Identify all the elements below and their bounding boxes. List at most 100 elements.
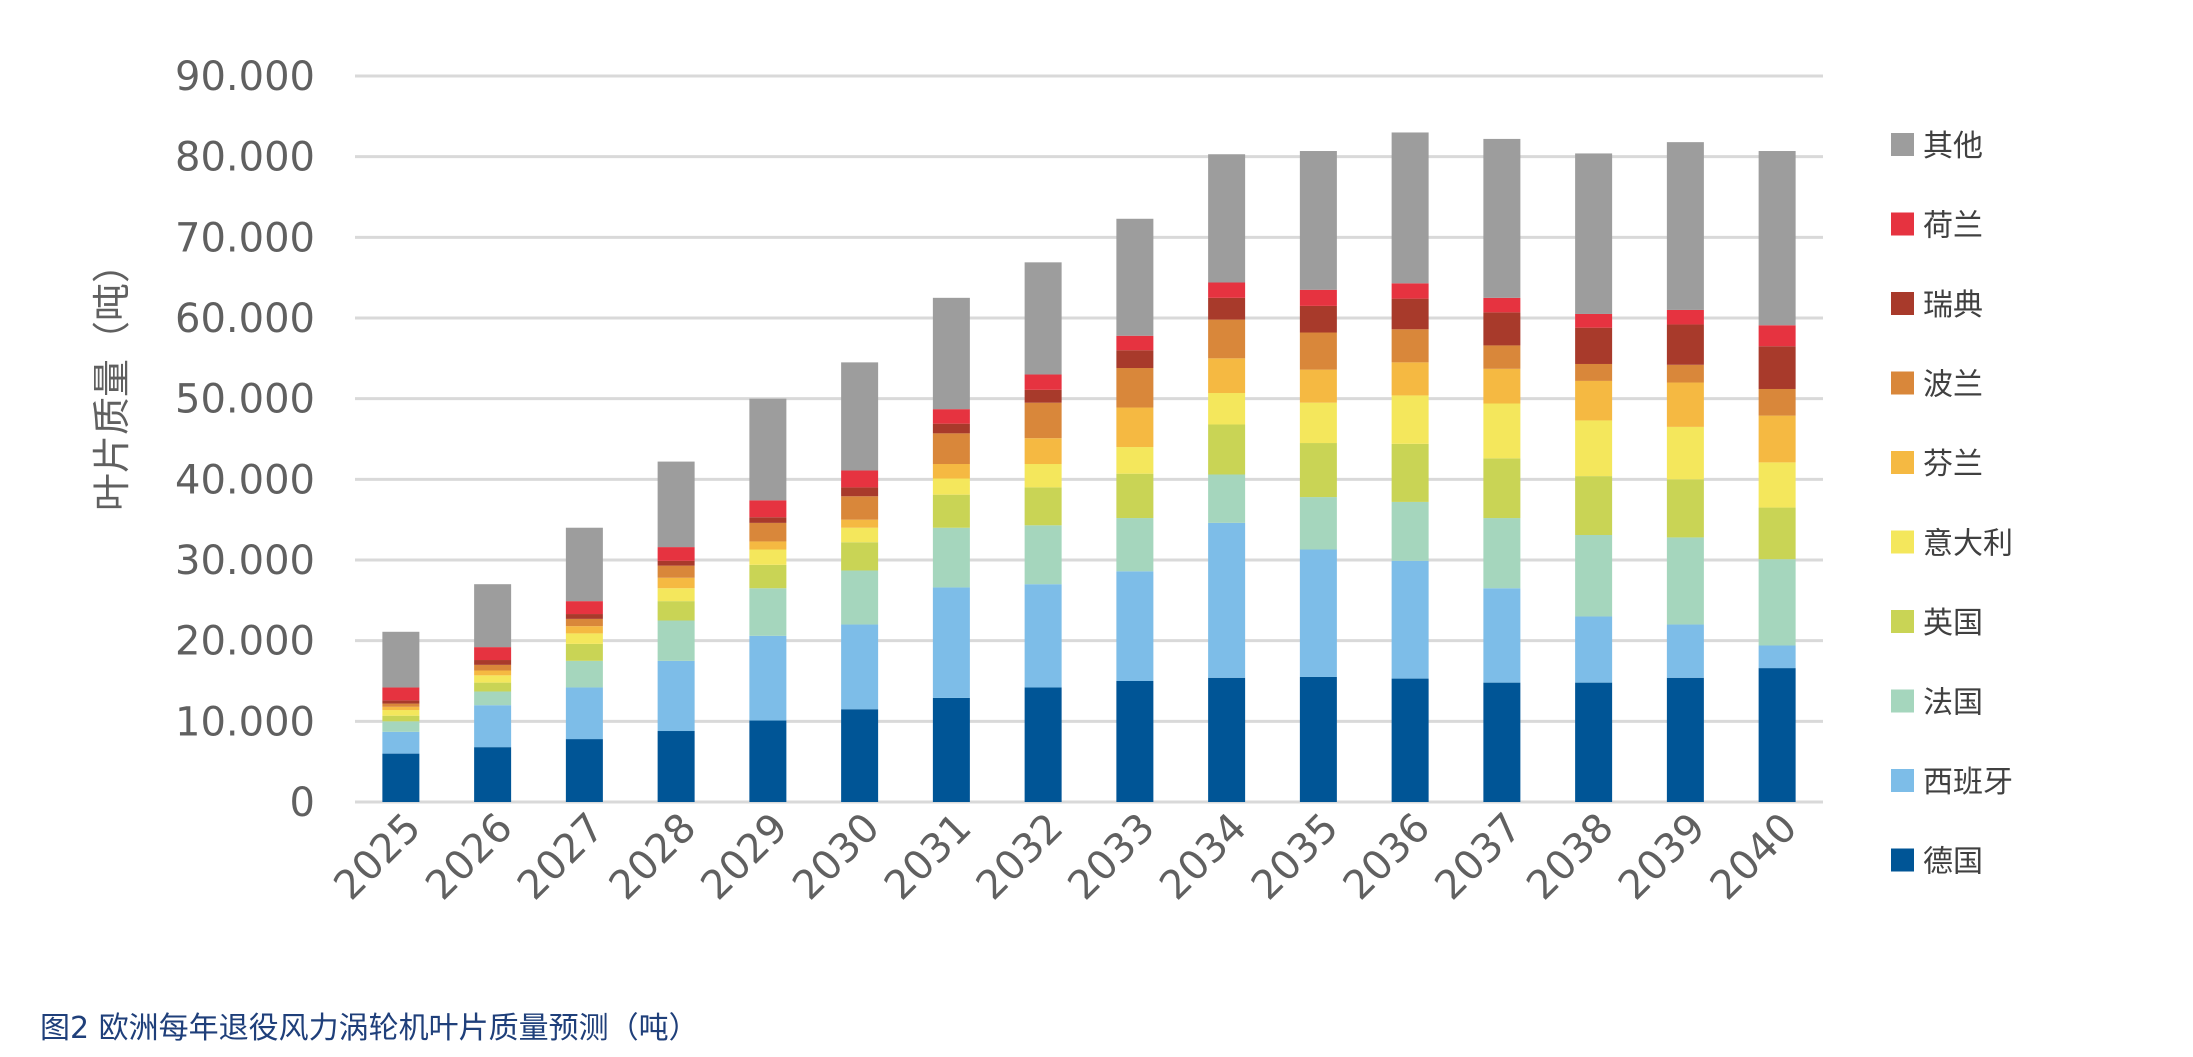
- bar-segment: [1575, 420, 1613, 477]
- bar-segment: [1666, 677, 1704, 802]
- x-tick-label: 2035: [1243, 805, 1348, 910]
- bar-segment: [1575, 153, 1613, 314]
- bar-segment: [1116, 218, 1154, 336]
- y-tick-label: 80.000: [175, 135, 315, 181]
- bar-segment: [841, 709, 879, 802]
- legend-label: 瑞典: [1923, 288, 1983, 323]
- x-tick-label: 2036: [1335, 805, 1440, 910]
- bar-segment: [1299, 549, 1337, 677]
- bar-segment: [1758, 346, 1796, 389]
- bar-segment: [1483, 312, 1521, 346]
- bar-segment: [932, 423, 970, 434]
- x-tick-label: 2030: [784, 805, 889, 910]
- y-tick-label: 90.000: [175, 54, 315, 100]
- bar-segment: [749, 522, 787, 542]
- bar-segment: [1666, 309, 1704, 325]
- bar-segment: [749, 517, 787, 523]
- bar-segment: [1666, 324, 1704, 365]
- legend-swatch: [1891, 371, 1914, 395]
- legend-swatch: [1891, 133, 1914, 156]
- bar-segment: [657, 461, 695, 548]
- bars: [382, 132, 1796, 802]
- bar-segment: [565, 687, 603, 740]
- bar-segment: [382, 703, 420, 707]
- x-tick-label: 2033: [1059, 805, 1164, 910]
- bar-segment: [1208, 474, 1246, 523]
- bar-segment: [657, 731, 695, 802]
- bar-segment: [749, 541, 787, 550]
- bar-segment: [1208, 424, 1246, 475]
- legend-swatch: [1891, 769, 1914, 792]
- bar-segment: [1024, 525, 1062, 585]
- bar-segment: [1391, 678, 1429, 802]
- bar-segment: [565, 601, 603, 615]
- bar-segment: [1116, 335, 1154, 351]
- bar-segment: [1024, 687, 1062, 802]
- figure-caption: 图2 欧洲每年退役风力涡轮机叶片质量预测（吨）: [40, 1011, 699, 1046]
- bar-segment: [841, 470, 879, 488]
- bar-segment: [1024, 389, 1062, 403]
- bar-segment: [1575, 380, 1613, 421]
- bar-segment: [841, 542, 879, 571]
- bar-segment: [565, 614, 603, 619]
- x-tick-label: 2029: [692, 805, 797, 910]
- x-tick-label: 2031: [876, 805, 981, 910]
- x-axis-tick-labels: 2025202620272028202920302031203220332034…: [325, 805, 1806, 910]
- bar-segment: [565, 626, 603, 634]
- bar-segment: [565, 660, 603, 688]
- bar-segment: [1208, 677, 1246, 802]
- bar-segment: [1299, 151, 1337, 290]
- bar-segment: [1299, 497, 1337, 550]
- bar-segment: [1391, 560, 1429, 679]
- bar-segment: [841, 624, 879, 710]
- bar-segment: [1758, 415, 1796, 463]
- bar-segment: [474, 584, 512, 648]
- legend-swatch: [1891, 689, 1914, 713]
- bar-segment: [1391, 501, 1429, 561]
- y-axis-tick-labels: 0 10.000 20.000 30.000 40.000 50.000 60.000 70.…: [175, 54, 315, 826]
- bar-segment: [1666, 624, 1704, 678]
- bar-segment: [1391, 329, 1429, 363]
- bar-segment: [932, 527, 970, 588]
- legend-label: 西班牙: [1923, 765, 2013, 800]
- bar-segment: [1666, 426, 1704, 480]
- bar-segment: [382, 687, 420, 701]
- bar-segment: [932, 587, 970, 698]
- x-tick-label: 2040: [1702, 805, 1807, 910]
- bar-segment: [1575, 313, 1613, 328]
- y-tick-label: 70.000: [175, 215, 315, 261]
- bar-segment: [841, 362, 879, 471]
- bar-segment: [1666, 364, 1704, 383]
- bar-segment: [1758, 388, 1796, 416]
- bar-segment: [1666, 537, 1704, 625]
- bar-segment: [1299, 402, 1337, 444]
- bar-segment: [474, 691, 512, 706]
- bar-segment: [474, 660, 512, 665]
- bar-segment: [1208, 297, 1246, 320]
- bar-segment: [474, 682, 512, 692]
- y-tick-label: 10.000: [175, 699, 315, 745]
- bar-segment: [382, 753, 420, 802]
- bar-segment: [657, 620, 695, 661]
- bar-segment: [841, 496, 879, 520]
- bar-segment: [841, 527, 879, 543]
- bar-segment: [474, 705, 512, 748]
- bar-segment: [1391, 362, 1429, 396]
- y-tick-label: 0: [290, 780, 315, 826]
- bar-segment: [1666, 382, 1704, 427]
- legend-swatch: [1891, 530, 1914, 554]
- bar-segment: [1575, 682, 1613, 802]
- bar-segment: [657, 577, 695, 589]
- bar-segment: [657, 660, 695, 732]
- bar-segment: [1024, 402, 1062, 439]
- bar-segment: [1024, 374, 1062, 390]
- bar-segment: [1758, 645, 1796, 669]
- bar-segment: [932, 697, 970, 802]
- bar-segment: [474, 647, 512, 661]
- bar-segment: [1575, 616, 1613, 683]
- bar-segment: [1483, 682, 1521, 802]
- bar-segment: [932, 409, 970, 424]
- x-tick-label: 2028: [601, 805, 706, 910]
